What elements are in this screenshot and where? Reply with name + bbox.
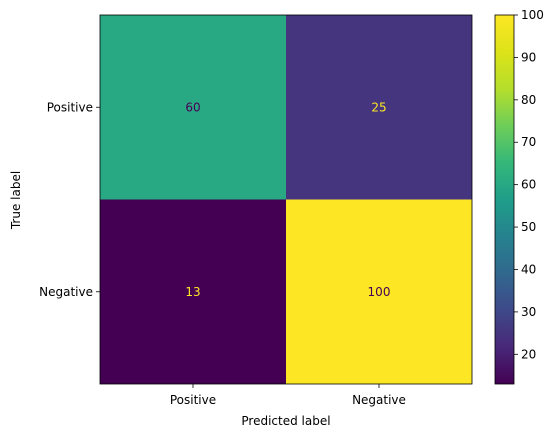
heatmap-cell bbox=[286, 199, 472, 384]
x-axis-label: Predicted label bbox=[241, 414, 330, 428]
colorbar-ticks: 20 30 40 50 60 70 80 90 100 bbox=[514, 8, 544, 361]
colorbar-tick-label: 70 bbox=[521, 135, 536, 149]
x-tick-label: Positive bbox=[170, 393, 216, 407]
heatmap-cell bbox=[100, 199, 286, 384]
cell-value-label: 25 bbox=[371, 100, 386, 114]
y-tick-label: Positive bbox=[47, 100, 93, 114]
colorbar bbox=[494, 14, 515, 385]
heatmap-cells bbox=[100, 15, 472, 384]
y-axis-label: True label bbox=[9, 171, 23, 230]
y-tick-label: Negative bbox=[39, 285, 93, 299]
cell-value-label: 13 bbox=[185, 285, 200, 299]
colorbar-tick-label: 20 bbox=[521, 347, 536, 361]
colorbar-tick-label: 30 bbox=[521, 305, 536, 319]
cell-value-label: 60 bbox=[185, 100, 200, 114]
x-tick-label: Negative bbox=[352, 393, 406, 407]
colorbar-tick-label: 80 bbox=[521, 93, 536, 107]
colorbar-tick-label: 50 bbox=[521, 220, 536, 234]
colorbar-tick-label: 90 bbox=[521, 50, 536, 64]
x-axis-ticks: Positive Negative bbox=[170, 384, 406, 407]
cell-value-label: 100 bbox=[368, 285, 391, 299]
y-axis-ticks: Positive Negative bbox=[39, 100, 100, 299]
heatmap-cell bbox=[100, 15, 286, 200]
plot-frame bbox=[99, 14, 473, 385]
colorbar-tick-label: 100 bbox=[521, 8, 544, 22]
cell-value-labels: 60 25 13 100 bbox=[185, 100, 390, 299]
colorbar-tick-label: 60 bbox=[521, 178, 536, 192]
heatmap-cell bbox=[286, 15, 472, 200]
colorbar-tick-label: 40 bbox=[521, 262, 536, 276]
